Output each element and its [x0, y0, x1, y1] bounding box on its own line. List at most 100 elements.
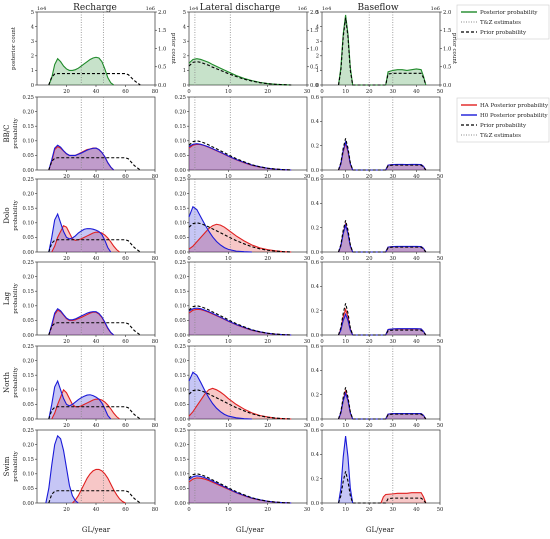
series-red-fill: [48, 146, 114, 170]
axis-exponent-right: 1e6: [431, 6, 440, 12]
subplot-4-1: 0 10 20 30 0.00 0.05 0.10 0.15 0.20 0.25: [174, 344, 310, 429]
y-tick-label: 0.05: [22, 235, 34, 241]
row-label: Swim: [3, 456, 11, 476]
subplot-1-2: 0 10 20 30 40 50 0.0 0.2 0.4 0.6: [311, 95, 444, 180]
x-tick-label: 10: [225, 423, 232, 429]
x-tick-label: 60: [122, 339, 129, 345]
y-tick-label: 0.00: [174, 333, 186, 339]
y-tick-label: 0.2: [311, 225, 319, 231]
x-tick-label: 0: [320, 256, 323, 262]
y-tick-label: 0.10: [174, 221, 186, 227]
row-label: BB/C: [3, 124, 11, 142]
x-tick-label: 40: [413, 339, 420, 345]
x-tick-label: 10: [342, 89, 349, 95]
x-tick-label: 60: [122, 507, 129, 513]
y-tick-label: 0.25: [174, 177, 186, 183]
y-tick-label: 0.05: [174, 153, 186, 159]
y-tick-label: 0.25: [22, 428, 34, 434]
x-tick-label: 20: [366, 339, 373, 345]
ylabel-prior-count-baseflow: prior count: [451, 33, 457, 65]
subplot-frame: [188, 429, 308, 504]
x-tick-label: 0: [320, 339, 323, 345]
subplot-frame: [188, 178, 308, 253]
ylabel-probability: probability: [13, 450, 19, 481]
x-tick-label: 0: [320, 507, 323, 513]
x-tick-label: 0: [187, 89, 190, 95]
x-tick-label: 40: [413, 256, 420, 262]
subplot-5-1: 0 10 20 30 0.00 0.05 0.10 0.15 0.20 0.25: [174, 428, 310, 513]
subplot-frame: [321, 178, 441, 253]
x-tick-label: 10: [225, 89, 232, 95]
series-blue-fill: [338, 225, 426, 252]
y-tick-label: 0.2: [311, 476, 319, 482]
subplot-4-2: 0 10 20 30 40 50 0.0 0.2 0.4 0.6: [311, 344, 444, 429]
series-red-line: [72, 468, 126, 504]
series-prior-line: [188, 140, 292, 171]
y-tick-label: 0.15: [174, 206, 186, 212]
series-prior-line: [48, 239, 141, 253]
series-red-fill: [189, 309, 292, 335]
legend-second: HA Posterior probability H0 Posterior pr…: [456, 97, 550, 143]
y-tick-label: 0.4: [311, 201, 320, 207]
legend-second-item-0: HA Posterior probability: [480, 103, 549, 109]
series-blue-line: [188, 307, 292, 336]
ylabel-probability: probability: [13, 282, 19, 313]
x-tick-label: 50: [437, 423, 444, 429]
series-prior-line: [48, 490, 141, 504]
row-label: North: [3, 372, 11, 393]
y-tick-label: 0.0: [311, 333, 319, 339]
series-red-fill: [189, 144, 292, 170]
y2-tick-label: 2.0: [158, 10, 166, 16]
series-blue-line: [188, 205, 252, 253]
series-blue-line: [188, 143, 292, 171]
y2-tick-label: 0.0: [310, 83, 318, 89]
y2-tick-label: 1.0: [158, 46, 166, 52]
x-tick-label: 80: [152, 507, 159, 513]
y-tick-label: 0.10: [174, 139, 186, 145]
y2-tick-label: 0.5: [158, 65, 166, 71]
y-tick-label: 0.10: [22, 388, 34, 394]
y-tick-label: 0.15: [22, 289, 34, 295]
series-green-fill: [338, 14, 426, 86]
series-red-fill: [338, 224, 426, 252]
y-tick-label: 0.25: [174, 428, 186, 434]
x-tick-label: 40: [93, 423, 100, 429]
y-tick-label: 0.25: [174, 344, 186, 350]
x-tick-label: 30: [304, 339, 311, 345]
series-prior-line: [188, 473, 292, 504]
col-title-lateral-discharge: Lateral discharge: [200, 3, 281, 13]
col-title-baseflow: Baseflow: [357, 3, 398, 13]
y-tick-label: 0.20: [22, 442, 34, 448]
series-red-fill: [189, 477, 292, 503]
y2-tick-label: 2.0: [310, 10, 318, 16]
y2-tick-label: 1.5: [310, 28, 318, 34]
x-tick-label: 20: [63, 89, 70, 95]
y-tick-label: 3: [31, 39, 34, 45]
x-tick-label: 40: [413, 89, 420, 95]
xlabel-recharge: GL/year: [82, 526, 111, 534]
x-tick-label: 30: [389, 256, 396, 262]
y-tick-label: 0.10: [174, 388, 186, 394]
x-tick-label: 80: [152, 423, 159, 429]
axis-exponent-left: 1e4: [322, 6, 331, 12]
x-tick-label: 10: [342, 339, 349, 345]
axis-exponent-left: 1e4: [189, 6, 198, 12]
series-blue-line: [48, 144, 115, 171]
y-tick-label: 0.6: [311, 95, 319, 101]
series-red-line: [51, 388, 120, 420]
x-tick-label: 60: [122, 89, 129, 95]
series-green-fill: [48, 57, 114, 85]
ylabel-posterior-count: posterior count: [11, 26, 17, 70]
y-tick-label: 0.0: [311, 250, 319, 256]
series-blue-line: [188, 475, 292, 504]
y-tick-label: 1: [183, 68, 186, 74]
x-tick-label: 10: [342, 174, 349, 180]
subplot-frame: [36, 11, 156, 86]
subplot-2-2: 0 10 20 30 40 50 0.0 0.2 0.4 0.6: [311, 177, 444, 262]
axis-exponent-left: 1e4: [37, 6, 46, 12]
series-red-fill: [338, 391, 426, 419]
y-tick-label: 0.05: [174, 486, 186, 492]
series-blue-line: [338, 139, 427, 171]
y-tick-label: 2: [31, 54, 34, 60]
series-prior-line: [48, 73, 141, 86]
